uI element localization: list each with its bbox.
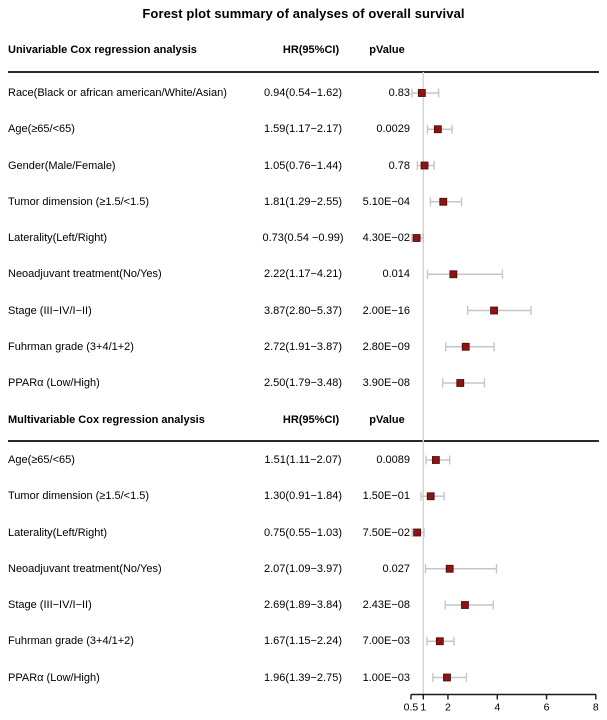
- row-pvalue: 3.90E−08: [362, 377, 410, 389]
- row-hr-ci-value: 2.50(1.79−3.48): [264, 377, 342, 389]
- row-pvalue: 0.0089: [376, 454, 410, 466]
- table-row: Laterality(Left/Right) 0.73(0.54 −0.99) 4.…: [0, 230, 607, 246]
- row-pvalue: 1.50E−01: [362, 490, 410, 503]
- row-variable-label: Fuhrman grade (3+4/1+2): [8, 340, 134, 353]
- row-pvalue: 2.80E−09: [362, 340, 410, 353]
- header-separator-univariable: [8, 71, 599, 73]
- table-row: Fuhrman grade (3+4/1+2) 2.72(1.91−3.87) 2.…: [0, 339, 607, 355]
- row-variable-label: Tumor dimension (≥1.5/<1.5): [8, 490, 150, 503]
- row-pvalue: 1.00E−03: [362, 671, 410, 684]
- x-axis-tick-label: 8: [593, 702, 599, 714]
- header-separator-multivariable: [8, 440, 599, 442]
- table-row: Tumor dimension (≥1.5/<1.5) 1.81(1.29−2.5…: [0, 194, 607, 210]
- section-header-multivariable: Multivariable Cox regression analysis HR…: [0, 412, 607, 428]
- x-axis-tick-label: 6: [544, 702, 550, 714]
- row-variable-label: Tumor dimension (≥1.5/<1.5): [8, 195, 150, 208]
- row-variable-label: Stage (III−IV/I−II): [8, 304, 92, 317]
- row-variable-label: Fuhrman grade (3+4/1+2): [8, 635, 134, 648]
- row-pvalue: 5.10E−04: [362, 195, 410, 208]
- section-title: Univariable Cox regression analysis: [8, 44, 197, 56]
- table-row: Tumor dimension (≥1.5/<1.5) 1.30(0.91−1.8…: [0, 488, 607, 504]
- section-title: Multivariable Cox regression analysis: [8, 414, 205, 426]
- row-hr-ci-value: 0.94(0.54−1.62): [264, 87, 342, 99]
- row-hr-ci-value: 0.73(0.54 −0.99): [262, 232, 344, 244]
- row-pvalue: 0.83: [388, 87, 410, 99]
- table-row: Age(≥65/<65) 1.51(1.11−2.07) 0.0089: [0, 452, 607, 468]
- row-hr-ci-value: 1.51(1.11−2.07): [264, 454, 342, 466]
- x-axis-tick-label: 2: [445, 702, 451, 714]
- row-hr-ci-value: 2.72(1.91−3.87): [264, 340, 342, 353]
- row-pvalue: 4.30E−02: [362, 232, 410, 244]
- chart-title: Forest plot summary of analyses of overa…: [142, 6, 465, 21]
- row-pvalue: 7.00E−03: [362, 635, 410, 648]
- row-hr-ci-value: 1.59(1.17−2.17): [264, 123, 342, 136]
- table-row: Stage (III−IV/I−II) 3.87(2.80−5.37) 2.00E−…: [0, 303, 607, 319]
- table-row: Laterality(Left/Right) 0.75(0.55−1.03) 7.5…: [0, 525, 607, 541]
- table-row: Neoadjuvant treatment(No/Yes) 2.07(1.09−3…: [0, 561, 607, 577]
- table-row: Gender(Male/Female) 1.05(0.76−1.44) 0.78: [0, 158, 607, 174]
- table-row: Race(Black or african american/White/Asi…: [0, 85, 607, 101]
- column-header-pvalue: pValue: [369, 44, 405, 56]
- x-axis-tick-label: 4: [494, 702, 500, 714]
- row-pvalue: 2.43E−08: [362, 599, 410, 611]
- row-variable-label: Age(≥65/<65): [8, 454, 75, 466]
- table-row: Stage (III−IV/I−II) 2.69(1.89−3.84) 2.43E−…: [0, 597, 607, 613]
- x-axis-tick-label: 0.5: [404, 702, 419, 714]
- row-hr-ci-value: 1.81(1.29−2.55): [264, 195, 342, 208]
- column-header-hr: HR(95%CI): [282, 414, 340, 426]
- row-variable-label: Neoadjuvant treatment(No/Yes): [8, 268, 162, 281]
- row-pvalue: 0.014: [382, 268, 410, 281]
- table-row: Fuhrman grade (3+4/1+2) 1.67(1.15−2.24) 7.…: [0, 633, 607, 649]
- row-variable-label: Stage (III−IV/I−II): [8, 599, 92, 611]
- row-pvalue: 2.00E−16: [362, 304, 410, 317]
- table-row: Neoadjuvant treatment(No/Yes) 2.22(1.17−4…: [0, 266, 607, 282]
- table-row: PPARα (Low/High) 2.50(1.79−3.48) 3.90E−08: [0, 375, 607, 391]
- row-hr-ci-value: 1.05(0.76−1.44): [264, 159, 342, 172]
- table-row: PPARα (Low/High) 1.96(1.39−2.75) 1.00E−03: [0, 670, 607, 686]
- row-pvalue: 0.027: [382, 562, 410, 575]
- row-hr-ci-value: 1.30(0.91−1.84): [264, 490, 342, 503]
- row-variable-label: Laterality(Left/Right): [8, 232, 108, 244]
- table-row: Age(≥65/<65) 1.59(1.17−2.17) 0.0029: [0, 121, 607, 137]
- row-variable-label: Neoadjuvant treatment(No/Yes): [8, 562, 162, 575]
- row-pvalue: 0.78: [388, 159, 410, 172]
- row-variable-label: Age(≥65/<65): [8, 123, 75, 136]
- row-hr-ci-value: 2.69(1.89−3.84): [264, 599, 342, 611]
- section-header-univariable: Univariable Cox regression analysis HR(9…: [0, 42, 607, 58]
- row-hr-ci-value: 1.67(1.15−2.24): [264, 635, 342, 648]
- row-variable-label: Laterality(Left/Right): [8, 526, 108, 539]
- row-variable-label: Gender(Male/Female): [8, 159, 116, 172]
- row-hr-ci-value: 1.96(1.39−2.75): [264, 671, 342, 684]
- row-variable-label: Race(Black or african american/White/Asi…: [8, 87, 227, 99]
- row-variable-label: PPARα (Low/High): [8, 671, 100, 684]
- row-hr-ci-value: 2.07(1.09−3.97): [264, 562, 342, 575]
- row-hr-ci-value: 2.22(1.17−4.21): [264, 268, 342, 281]
- row-pvalue: 7.50E−02: [362, 526, 410, 539]
- row-hr-ci-value: 0.75(0.55−1.03): [264, 526, 342, 539]
- column-header-hr: HR(95%CI): [282, 44, 340, 56]
- row-hr-ci-value: 3.87(2.80−5.37): [264, 304, 342, 317]
- row-variable-label: PPARα (Low/High): [8, 377, 100, 389]
- row-pvalue: 0.0029: [376, 123, 410, 136]
- x-axis-tick-label: 1: [420, 702, 426, 714]
- column-header-pvalue: pValue: [369, 414, 405, 426]
